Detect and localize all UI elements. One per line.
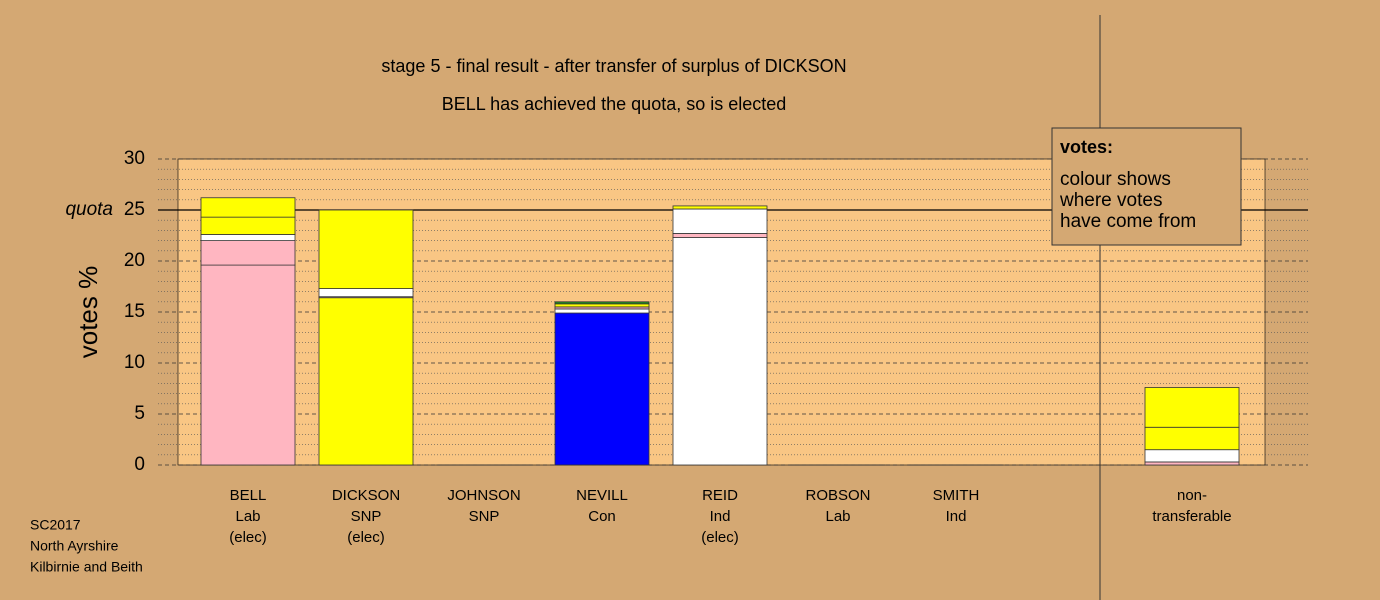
y-tick-label: 15 xyxy=(124,301,145,322)
bar-segment xyxy=(1144,461,1240,466)
y-tick-label: 0 xyxy=(134,454,145,475)
x-tick-label: ROBSON xyxy=(805,487,870,504)
x-tick-label: DICKSON xyxy=(332,487,400,504)
x-tick-label: (elec) xyxy=(347,529,385,546)
x-tick-label: (elec) xyxy=(701,529,739,546)
bar-segment xyxy=(672,233,768,238)
bar-segment xyxy=(554,308,650,314)
x-tick-label: Ind xyxy=(946,508,967,525)
x-tick-label: NEVILL xyxy=(576,487,628,504)
bar-segment xyxy=(554,301,650,305)
y-tick-label: 30 xyxy=(124,148,145,169)
bar-segment xyxy=(672,208,768,234)
x-tick-label: SNP xyxy=(469,508,500,525)
bar-segment xyxy=(1144,387,1240,428)
legend-text: where votes xyxy=(1059,190,1162,211)
bar-segment xyxy=(1144,426,1240,451)
bar-segment xyxy=(672,205,768,210)
bar-segment xyxy=(1144,449,1240,463)
x-tick-label: (elec) xyxy=(229,529,267,546)
bar-segment xyxy=(200,240,296,266)
x-tick-label: SMITH xyxy=(933,487,980,504)
footer-line: North Ayrshire xyxy=(30,538,119,554)
bar-segment xyxy=(672,237,768,466)
x-tick-label: transferable xyxy=(1152,508,1231,525)
legend-box xyxy=(1051,127,1242,246)
bar-segment xyxy=(200,234,296,241)
quota-label: quota xyxy=(65,199,113,220)
bar-segment xyxy=(200,197,296,218)
x-tick-label: Lab xyxy=(235,508,260,525)
x-tick-label: non- xyxy=(1177,487,1207,504)
bar-segment xyxy=(318,297,414,466)
x-tick-label: Con xyxy=(588,508,616,525)
x-tick-label: Ind xyxy=(710,508,731,525)
legend-title: votes: xyxy=(1060,137,1113,157)
y-tick-label: 25 xyxy=(124,199,145,220)
footer-line: Kilbirnie and Beith xyxy=(30,559,143,575)
y-tick-label: 5 xyxy=(134,403,145,424)
legend-text: colour shows xyxy=(1060,169,1171,190)
y-axis-label: votes % xyxy=(73,266,103,359)
y-tick-label: 20 xyxy=(124,250,145,271)
bar-segment xyxy=(554,312,650,466)
x-tick-label: SNP xyxy=(351,508,382,525)
bar-segment xyxy=(318,288,414,298)
y-tick-label: 10 xyxy=(124,352,145,373)
footer-line: SC2017 xyxy=(30,517,81,533)
x-tick-label: Lab xyxy=(825,508,850,525)
x-tick-label: BELL xyxy=(230,487,267,504)
chart-subtitle: BELL has achieved the quota, so is elect… xyxy=(442,94,787,114)
x-tick-label: JOHNSON xyxy=(447,487,520,504)
bar-segment xyxy=(318,209,414,289)
bar-segment xyxy=(554,303,650,308)
legend-text: have come from xyxy=(1060,211,1196,232)
bar-segment xyxy=(200,264,296,466)
chart-title: stage 5 - final result - after transfer … xyxy=(381,56,846,76)
bar-segment xyxy=(200,216,296,235)
x-tick-label: REID xyxy=(702,487,738,504)
